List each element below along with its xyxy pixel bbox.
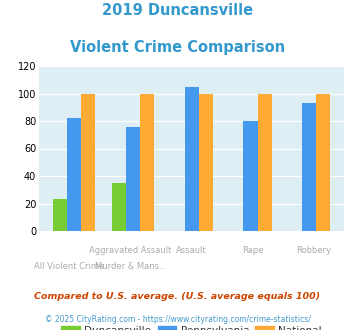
Bar [244,121,258,231]
Bar [302,103,316,231]
Bar [316,93,331,231]
Text: Robbery: Robbery [296,246,331,255]
Text: Compared to U.S. average. (U.S. average equals 100): Compared to U.S. average. (U.S. average … [34,292,321,301]
Bar [199,93,213,231]
Bar [126,126,140,231]
Text: Murder & Mans...: Murder & Mans... [95,262,166,271]
Legend: Duncansville, Pennsylvania, National: Duncansville, Pennsylvania, National [57,322,326,330]
Text: © 2025 CityRating.com - https://www.cityrating.com/crime-statistics/: © 2025 CityRating.com - https://www.city… [45,315,310,324]
Text: Aggravated Assault: Aggravated Assault [89,246,172,255]
Text: Assault: Assault [176,246,207,255]
Bar [112,183,126,231]
Text: Violent Crime Comparison: Violent Crime Comparison [70,40,285,54]
Bar [81,93,95,231]
Bar [140,93,154,231]
Bar [185,86,199,231]
Text: Rape: Rape [242,246,263,255]
Bar [67,118,81,231]
Text: All Violent Crime: All Violent Crime [34,262,105,271]
Bar [258,93,272,231]
Bar [53,199,67,231]
Text: 2019 Duncansville: 2019 Duncansville [102,3,253,18]
